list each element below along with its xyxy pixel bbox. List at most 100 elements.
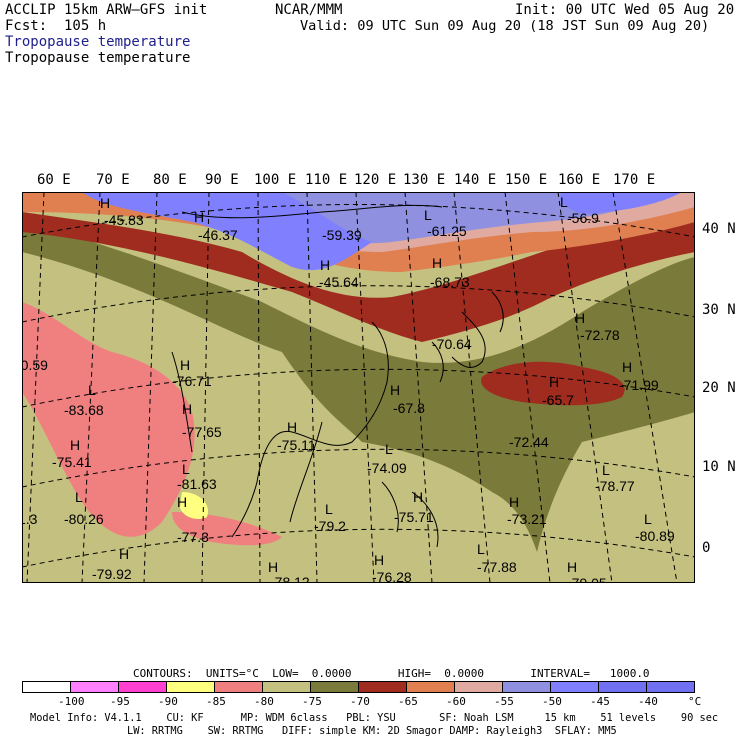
lon-label: 160 E: [558, 172, 601, 188]
map-label: L: [325, 501, 333, 517]
map-label: H: [509, 494, 519, 510]
map-label: H: [180, 357, 190, 373]
map-label: -45.83: [104, 212, 144, 228]
graticule: [22, 192, 695, 583]
lon-label: 70 E: [96, 172, 130, 188]
map-label: L: [560, 194, 568, 210]
header-forecast: Fcst: 105 h: [5, 18, 107, 34]
colorbar-swatch: [70, 681, 119, 693]
map-label: -80.26: [64, 511, 104, 527]
map-label: -79.92: [92, 566, 132, 582]
map-label: -80.89: [635, 528, 675, 544]
map-label: -76.28: [372, 569, 412, 583]
map-label: H: [268, 559, 278, 575]
map-label: H: [413, 489, 423, 505]
colorbar-label: -65: [398, 695, 418, 708]
map-label: H: [287, 419, 297, 435]
lon-label: 110 E: [305, 172, 348, 188]
map-label: H: [177, 494, 187, 510]
footer-model-info: Model Info: V4.1.1 CU: KF MP: WDM 6class…: [30, 712, 719, 724]
lat-label: 40 N: [702, 221, 736, 237]
map-label: -70.64: [432, 336, 472, 352]
lon-label: 170 E: [613, 172, 656, 188]
map-label: -45.64: [319, 274, 359, 290]
map-label: -79.05: [567, 575, 607, 583]
colorbar-swatch: [310, 681, 359, 693]
map-label: -46.37: [198, 227, 238, 243]
colorbar-label: -50: [542, 695, 562, 708]
colorbar-label: °C: [688, 695, 702, 708]
tropopause-temperature-map: H -45.83 H -46.37 -59.39 L -61.25 L -56.…: [22, 192, 695, 583]
map-label: H: [622, 359, 632, 375]
field-title-1: Tropopause temperature: [5, 34, 191, 50]
map-label: L: [88, 382, 96, 398]
band-m85-m80: [22, 302, 195, 537]
header-org: NCAR/MMM: [275, 2, 343, 18]
map-label: H: [432, 255, 442, 271]
footer-physics-info: LW: RRTMG SW: RRTMG DIFF: simple KM: 2D …: [127, 725, 617, 737]
map-label: H: [100, 195, 110, 211]
colorbar-swatch: [118, 681, 167, 693]
map-label: -67.8: [393, 400, 425, 416]
lon-label: 80 E: [153, 172, 187, 188]
band-m85-m80-south: [172, 512, 282, 546]
map-label: -72.78: [580, 327, 620, 343]
colorbar-label: -45: [590, 695, 610, 708]
colorbar-swatch: [550, 681, 599, 693]
header-valid: Valid: 09 UTC Sun 09 Aug 20 (18 JST Sun …: [300, 18, 710, 34]
colorbar-swatch: [406, 681, 455, 693]
lon-label: 100 E: [254, 172, 297, 188]
map-label: H: [549, 374, 559, 390]
header-model: ACCLIP 15km ARW–GFS init: [5, 2, 208, 18]
map-label: -68.73: [430, 274, 470, 290]
lon-label: 140 E: [454, 172, 497, 188]
header-init: Init: 00 UTC Wed 05 Aug 20: [515, 2, 735, 18]
colorbar-swatch: [214, 681, 263, 693]
colorbar-swatch: [262, 681, 311, 693]
map-label: H: [575, 310, 585, 326]
band-m50-m45-east: [560, 192, 682, 214]
map-label: H: [374, 552, 384, 568]
contours-line: CONTOURS: UNITS=°C LOW= 0.0000 HIGH= 0.0…: [133, 667, 650, 680]
lon-label: 90 E: [205, 172, 239, 188]
lat-label: 10 N: [702, 459, 736, 475]
band-m75-m70: [22, 222, 695, 552]
lat-label: 20 N: [702, 380, 736, 396]
band-m50-m45: [82, 192, 372, 271]
map-label: -77.65: [182, 424, 222, 440]
colorbar-label: -100: [58, 695, 85, 708]
map-label: L: [477, 541, 485, 557]
colorbar-swatch: [502, 681, 551, 693]
map-label: H: [119, 546, 129, 562]
map-label: L: [182, 461, 190, 477]
map-label: H: [567, 559, 577, 575]
colorbar-label: -90: [158, 695, 178, 708]
colorbar-label: -85: [206, 695, 226, 708]
map-label: -75.71: [394, 509, 434, 525]
band-m90-m85: [180, 492, 208, 519]
map-label: -61.25: [427, 223, 467, 239]
coastlines: [171, 204, 504, 548]
map-label: H: [182, 401, 192, 417]
map-label: L: [644, 511, 652, 527]
map-label: -56.9: [567, 210, 599, 226]
map-label: L: [75, 489, 83, 505]
lat-label: 30 N: [702, 302, 736, 318]
map-label: -75.11: [277, 437, 316, 453]
map-label: -71.99: [619, 377, 659, 393]
map-label: H: [194, 209, 204, 225]
map-label: -73.21: [507, 511, 547, 527]
lon-label: 60 E: [37, 172, 71, 188]
map-label: L: [602, 462, 610, 478]
colorbar-label: -55: [494, 695, 514, 708]
map-label: -75.41: [52, 454, 92, 470]
map-label: -78.12: [270, 574, 310, 583]
colorbar-label: -60: [446, 695, 466, 708]
colorbar-label: -40: [638, 695, 658, 708]
lat-label: 0: [702, 540, 711, 556]
lon-label: 120 E: [354, 172, 397, 188]
field-title-2: Tropopause temperature: [5, 50, 191, 66]
map-label: -76.71: [172, 373, 212, 389]
map-label: H: [390, 382, 400, 398]
colorbar-swatch: [454, 681, 503, 693]
